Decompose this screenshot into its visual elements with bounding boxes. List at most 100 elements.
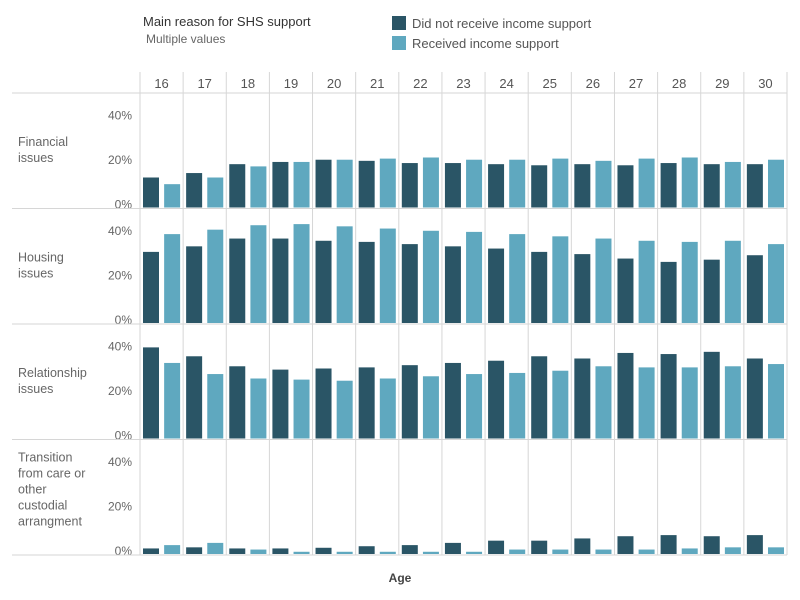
legend-swatch-income-support — [392, 36, 406, 50]
bar — [401, 163, 418, 208]
bar — [358, 546, 375, 554]
bar — [574, 254, 591, 323]
bar — [466, 374, 483, 439]
bar — [250, 378, 267, 439]
bar — [272, 369, 289, 439]
bar — [574, 164, 591, 208]
bar — [250, 166, 267, 208]
bar — [746, 358, 763, 439]
bar — [207, 177, 224, 208]
bar — [379, 228, 396, 323]
bar — [488, 360, 505, 439]
bar — [207, 374, 224, 439]
x-axis-label: Age — [389, 571, 412, 585]
bar — [681, 367, 698, 439]
age-tick-label: 22 — [413, 76, 427, 91]
bar — [595, 549, 612, 554]
y-tick-label: 40% — [108, 340, 132, 354]
age-tick-label: 27 — [629, 76, 643, 91]
bar — [531, 356, 548, 439]
filter-value[interactable]: Multiple values — [146, 32, 226, 46]
bar — [488, 164, 505, 208]
bar — [746, 164, 763, 208]
bar — [229, 164, 246, 208]
bar — [444, 246, 461, 323]
bar — [509, 234, 526, 323]
bar — [574, 358, 591, 439]
legend-item-no-income-support[interactable]: Did not receive income support — [392, 13, 591, 33]
age-tick-label: 18 — [241, 76, 255, 91]
bar — [401, 244, 418, 323]
bar — [768, 159, 784, 208]
bar — [724, 366, 741, 439]
bar — [379, 158, 396, 208]
bar — [617, 352, 634, 439]
bar — [143, 177, 159, 208]
bar — [617, 536, 634, 554]
bar — [466, 231, 483, 323]
row-label: issues — [18, 267, 53, 281]
bar — [638, 240, 655, 323]
bar — [336, 551, 353, 554]
legend: Did not receive income support Received … — [392, 13, 591, 53]
bar — [336, 380, 353, 439]
row-label: Financial — [18, 135, 68, 149]
bar — [617, 258, 634, 323]
y-tick-label: 40% — [108, 109, 132, 123]
bar — [703, 351, 720, 439]
y-tick-label: 0% — [115, 544, 133, 558]
row-label: other — [18, 483, 47, 497]
bar — [272, 548, 289, 554]
bar — [250, 225, 267, 323]
row-label: issues — [18, 382, 53, 396]
bar — [638, 367, 655, 439]
y-tick-label: 20% — [108, 153, 132, 167]
bar — [293, 379, 310, 439]
y-tick-label: 40% — [108, 455, 132, 469]
age-tick-label: 19 — [284, 76, 298, 91]
bar — [617, 165, 634, 208]
bar — [768, 244, 784, 323]
bar — [186, 173, 203, 208]
legend-item-income-support[interactable]: Received income support — [392, 33, 591, 53]
bar — [574, 538, 591, 554]
bar — [336, 226, 353, 323]
y-tick-label: 0% — [115, 198, 133, 212]
bar — [660, 261, 677, 323]
age-tick-label: 16 — [154, 76, 168, 91]
bar — [552, 158, 569, 208]
bar — [466, 551, 483, 554]
bar — [703, 259, 720, 323]
age-tick-label: 21 — [370, 76, 384, 91]
bar — [552, 370, 569, 439]
filter-title: Main reason for SHS support — [143, 14, 311, 29]
bar — [422, 157, 439, 208]
bar — [358, 367, 375, 439]
age-tick-label: 20 — [327, 76, 341, 91]
bar — [768, 547, 784, 554]
bar — [466, 159, 483, 208]
bar — [315, 240, 332, 323]
bar — [660, 163, 677, 208]
y-tick-label: 20% — [108, 500, 132, 514]
row-label: arrangment — [18, 515, 82, 529]
bar — [638, 158, 655, 208]
bar — [444, 163, 461, 208]
y-tick-label: 20% — [108, 269, 132, 283]
bar — [143, 548, 159, 554]
bar — [401, 545, 418, 554]
legend-label-no-income-support: Did not receive income support — [412, 15, 592, 31]
bar — [703, 164, 720, 208]
age-tick-label: 30 — [758, 76, 772, 91]
bar — [250, 549, 267, 554]
bar — [315, 159, 332, 208]
bar — [186, 246, 203, 323]
bar — [724, 240, 741, 323]
bar — [595, 366, 612, 439]
bar — [293, 551, 310, 554]
row-label: from care or — [18, 467, 85, 481]
bar — [681, 548, 698, 554]
age-tick-label: 26 — [586, 76, 600, 91]
age-tick-label: 17 — [197, 76, 211, 91]
